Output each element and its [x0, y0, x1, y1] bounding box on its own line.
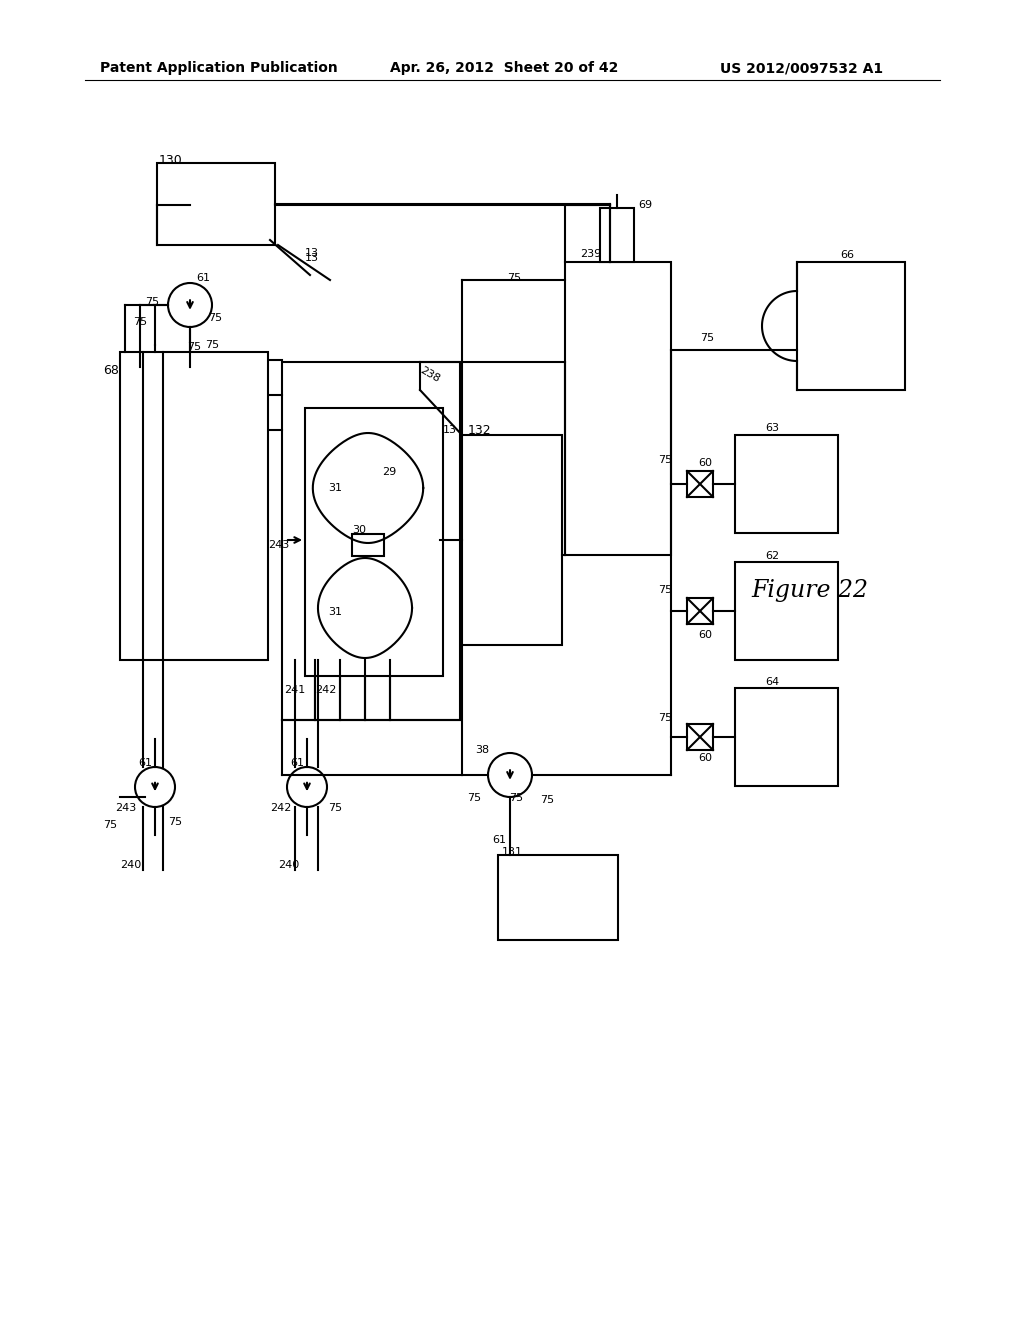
Text: 29: 29 [382, 467, 396, 477]
Text: 132: 132 [468, 424, 492, 437]
Text: 63: 63 [765, 422, 779, 433]
Text: 61: 61 [492, 836, 506, 845]
Bar [687, 598, 713, 624]
Text: 238: 238 [418, 366, 441, 384]
Text: 60: 60 [698, 630, 712, 640]
Text: 240: 240 [278, 861, 299, 870]
Bar [797, 261, 905, 389]
Text: 68: 68 [103, 363, 119, 376]
Bar [157, 162, 275, 246]
Circle shape [135, 767, 175, 807]
Text: 75: 75 [700, 333, 714, 343]
Bar [735, 688, 838, 785]
Text: 60: 60 [698, 752, 712, 763]
Bar [735, 436, 838, 533]
Bar [305, 408, 443, 676]
Bar [687, 471, 713, 498]
Text: 75: 75 [133, 317, 147, 327]
Text: 31: 31 [328, 607, 342, 616]
Text: 69: 69 [638, 201, 652, 210]
Text: Figure 22: Figure 22 [752, 578, 868, 602]
Text: 75: 75 [507, 273, 521, 282]
Text: 62: 62 [765, 550, 779, 561]
Text: 75: 75 [658, 585, 672, 595]
Bar [282, 362, 460, 719]
Circle shape [488, 752, 532, 797]
Text: US 2012/0097532 A1: US 2012/0097532 A1 [720, 61, 883, 75]
Text: 75: 75 [168, 817, 182, 828]
Text: 75: 75 [467, 793, 481, 803]
Text: 241: 241 [284, 685, 305, 696]
Text: 75: 75 [658, 713, 672, 723]
Text: 75: 75 [187, 342, 201, 352]
Text: 13: 13 [305, 253, 319, 263]
Text: 75: 75 [328, 803, 342, 813]
Text: 242: 242 [270, 803, 292, 813]
Bar [498, 855, 618, 940]
Bar [600, 209, 634, 261]
Text: 131: 131 [502, 847, 523, 857]
Text: 64: 64 [765, 677, 779, 686]
Text: 31: 31 [328, 483, 342, 492]
Text: 242: 242 [315, 685, 336, 696]
Bar [352, 535, 384, 556]
Circle shape [287, 767, 327, 807]
Text: 240: 240 [120, 861, 141, 870]
Text: 243: 243 [115, 803, 136, 813]
Text: 60: 60 [698, 458, 712, 469]
Text: 13: 13 [443, 425, 457, 436]
Text: 13: 13 [305, 248, 319, 257]
Text: 30: 30 [352, 525, 366, 535]
Text: 75: 75 [658, 455, 672, 465]
Text: 75: 75 [509, 793, 523, 803]
Text: 61: 61 [290, 758, 304, 768]
Text: 38: 38 [475, 744, 489, 755]
Text: 75: 75 [145, 297, 159, 308]
Bar [120, 352, 268, 660]
Text: Patent Application Publication: Patent Application Publication [100, 61, 338, 75]
Bar [687, 723, 713, 750]
Text: 130: 130 [159, 153, 182, 166]
Text: 66: 66 [840, 249, 854, 260]
Text: 75: 75 [103, 820, 117, 830]
Text: 75: 75 [205, 341, 219, 350]
Text: 61: 61 [138, 758, 152, 768]
Circle shape [168, 282, 212, 327]
Text: 239: 239 [580, 249, 601, 259]
Text: 75: 75 [208, 313, 222, 323]
Text: 75: 75 [540, 795, 554, 805]
Text: 243: 243 [268, 540, 289, 550]
Text: 61: 61 [196, 273, 210, 282]
Bar [565, 261, 671, 554]
Bar [735, 562, 838, 660]
Bar [462, 436, 562, 645]
Text: Apr. 26, 2012  Sheet 20 of 42: Apr. 26, 2012 Sheet 20 of 42 [390, 61, 618, 75]
